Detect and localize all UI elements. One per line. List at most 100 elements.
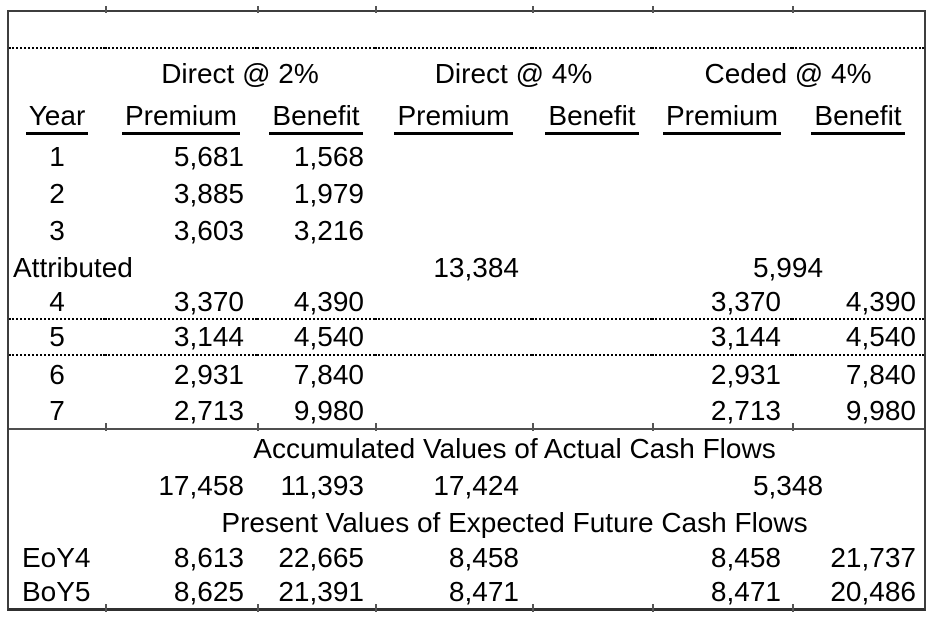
- empty-cell: [532, 175, 652, 212]
- present-title: Present Values of Expected Future Cash F…: [221, 506, 808, 538]
- empty-cell: [9, 429, 105, 467]
- d4-premium-accumulated-cell: 17,424: [433, 469, 519, 501]
- d2-benefit-pv-cell: 22,665: [278, 542, 364, 573]
- c4-benefit-cell: 4,540: [792, 319, 924, 356]
- column-boundary-tick: [257, 604, 259, 612]
- column-boundary-tick: [652, 604, 654, 612]
- column-boundary-tick: [257, 423, 259, 431]
- d2-benefit-cell: 4,390: [257, 286, 375, 320]
- d4-premium-pv-cell: 8,471: [448, 575, 519, 607]
- attributed-label: Attributed: [13, 251, 133, 283]
- row-year-4: 4 3,370 4,390 3,370 4,390: [9, 286, 924, 320]
- top-spacer-row: [9, 12, 924, 49]
- group-header-row: Direct @ 2% Direct @ 4% Ceded @ 4%: [9, 48, 924, 99]
- column-boundary-tick: [257, 6, 259, 13]
- row-year-7: 7 2,713 9,980 2,713 9,980: [9, 393, 924, 430]
- empty-cell: [532, 319, 652, 356]
- eoy4-label: EoY4: [22, 542, 91, 573]
- year-cell: 3: [49, 214, 65, 246]
- c4-premium-header: Premium: [652, 99, 792, 138]
- d4-benefit-header: Benefit: [532, 99, 652, 138]
- year-cell: 4: [9, 286, 105, 320]
- empty-cell: [375, 319, 532, 356]
- d2-premium-accumulated-cell: 17,458: [158, 469, 244, 501]
- column-boundary-tick: [532, 423, 534, 431]
- premium-header-label: Premium: [662, 102, 781, 135]
- accumulated-title: Accumulated Values of Actual Cash Flows: [253, 432, 776, 464]
- year-cell: 1: [49, 140, 65, 172]
- d2-premium-cell: 3,603: [173, 214, 244, 246]
- c4-premium-cell: 3,370: [652, 286, 792, 320]
- d2-premium-cell: 5,681: [173, 140, 244, 172]
- group-header-ceded-4pct: Ceded @ 4%: [704, 58, 872, 89]
- boy5-label: BoY5: [22, 575, 91, 607]
- d4-premium-header: Premium: [375, 99, 532, 138]
- empty-cell: [375, 393, 532, 430]
- column-boundary-tick: [375, 423, 377, 431]
- premium-header-label: Premium: [394, 102, 513, 135]
- cash-flow-table-frame: Direct @ 2% Direct @ 4% Ceded @ 4% Year …: [7, 6, 926, 612]
- group-header-direct-4pct: Direct @ 4%: [434, 58, 593, 89]
- c4-benefit-cell: 7,840: [845, 358, 916, 390]
- column-boundary-tick: [105, 6, 107, 13]
- empty-cell: [532, 575, 652, 608]
- year-cell: 6: [49, 358, 65, 390]
- d4-premium-pv-cell: 8,458: [448, 542, 519, 573]
- empty-cell: [532, 212, 652, 249]
- premium-header-label: Premium: [121, 102, 240, 135]
- row-year-2: 2 3,885 1,979: [9, 175, 924, 212]
- empty-cell: [532, 249, 652, 286]
- cash-flow-table: Direct @ 2% Direct @ 4% Ceded @ 4% Year …: [9, 12, 924, 608]
- d2-premium-cell: 3,370: [105, 286, 257, 320]
- c4-benefit-pv-cell: 21,737: [830, 542, 916, 573]
- column-boundary-tick: [532, 604, 534, 612]
- c4-benefit-cell: 9,980: [792, 393, 924, 430]
- d2-benefit-cell: 3,216: [293, 214, 364, 246]
- empty-cell: [375, 355, 532, 393]
- empty-cell: [532, 467, 652, 504]
- empty-cell: [532, 355, 652, 393]
- c4-accumulated-value-cell: 5,348: [752, 469, 824, 501]
- empty-cell: [792, 212, 924, 249]
- d2-benefit-cell: 4,540: [257, 319, 375, 356]
- accumulated-title-row: Accumulated Values of Actual Cash Flows: [9, 429, 924, 467]
- d2-premium-cell: 2,931: [173, 358, 244, 390]
- year-cell: 2: [49, 177, 65, 209]
- d2-benefit-cell: 7,840: [293, 358, 364, 390]
- c4-attributed-value-cell: 5,994: [752, 251, 824, 283]
- empty-cell: [652, 138, 792, 175]
- c4-premium-cell: 2,713: [652, 393, 792, 430]
- column-header-row: Year Premium Benefit Premium Benefit Pre…: [9, 99, 924, 138]
- empty-cell: [375, 138, 532, 175]
- column-boundary-tick: [375, 6, 377, 13]
- c4-premium-cell: 3,144: [652, 319, 792, 356]
- empty-cell: [652, 212, 792, 249]
- column-boundary-tick: [792, 423, 794, 431]
- c4-premium-cell: 2,931: [710, 358, 781, 390]
- d2-premium-pv-cell: 8,613: [173, 542, 244, 573]
- d2-premium-pv-cell: 8,625: [173, 575, 244, 607]
- benefit-header-label: Benefit: [811, 102, 905, 135]
- empty-cell: [792, 138, 924, 175]
- c4-premium-pv-cell: 8,471: [710, 575, 781, 607]
- column-boundary-tick: [375, 604, 377, 612]
- column-boundary-tick: [532, 6, 534, 13]
- benefit-header-label: Benefit: [545, 102, 639, 135]
- empty-cell: [9, 48, 105, 99]
- d2-premium-cell: 2,713: [105, 393, 257, 430]
- empty-cell: [532, 393, 652, 430]
- empty-cell: [257, 249, 375, 286]
- row-year-5: 5 3,144 4,540 3,144 4,540: [9, 319, 924, 356]
- column-boundary-tick: [652, 6, 654, 13]
- d2-premium-cell: 3,144: [105, 319, 257, 356]
- d2-benefit-accumulated-cell: 11,393: [280, 469, 364, 501]
- d2-premium-cell: 3,885: [173, 177, 244, 209]
- row-year-6: 6 2,931 7,840 2,931 7,840: [9, 355, 924, 393]
- empty-cell: [652, 175, 792, 212]
- benefit-header-label: Benefit: [269, 102, 363, 135]
- row-attributed: Attributed 13,384 5,994: [9, 249, 924, 286]
- column-boundary-tick: [792, 604, 794, 612]
- row-year-3: 3 3,603 3,216: [9, 212, 924, 249]
- row-year-1: 1 5,681 1,568: [9, 138, 924, 175]
